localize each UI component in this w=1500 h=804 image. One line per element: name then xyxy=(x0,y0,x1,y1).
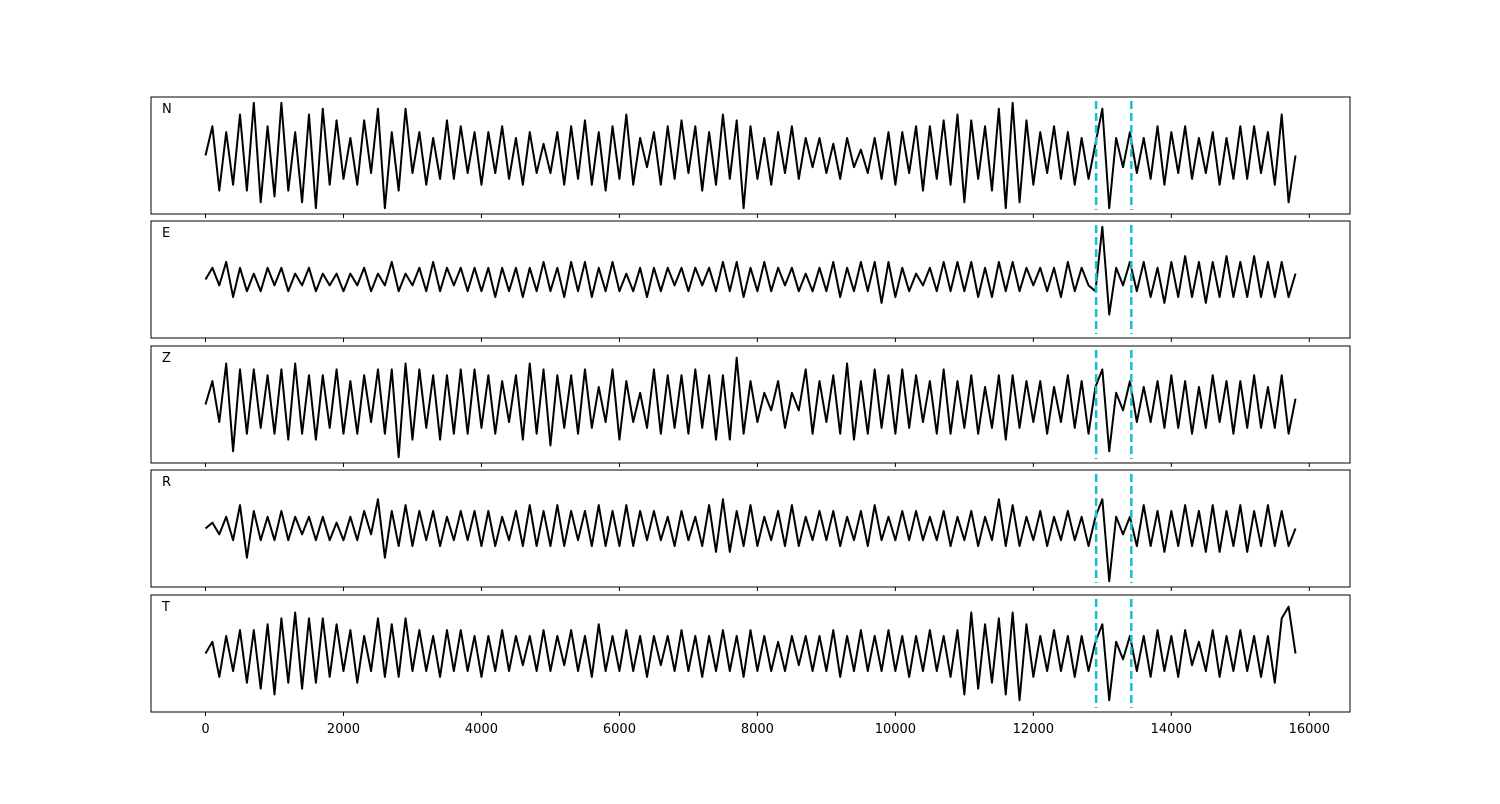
panel-frame xyxy=(150,594,1351,713)
panel-frame xyxy=(150,345,1351,464)
x-tick-label: 0 xyxy=(201,722,209,737)
x-tick-label: 16000 xyxy=(1289,722,1330,737)
x-tick-label: 2000 xyxy=(327,722,360,737)
panel-frame xyxy=(150,469,1351,588)
trace xyxy=(204,605,1297,702)
trace xyxy=(204,498,1297,583)
x-tick-label: 6000 xyxy=(603,722,636,737)
x-tick-label: 12000 xyxy=(1013,722,1054,737)
panel-label: N xyxy=(162,102,172,117)
panel-label: R xyxy=(162,475,171,490)
x-tick-label: 4000 xyxy=(465,722,498,737)
x-tick-label: 14000 xyxy=(1151,722,1192,737)
panel-frame xyxy=(150,220,1351,339)
trace xyxy=(204,225,1297,316)
x-tick-label: 8000 xyxy=(741,722,774,737)
panel-label: Z xyxy=(162,351,171,366)
panel-frame xyxy=(150,96,1351,215)
panel-label: T xyxy=(161,600,170,615)
x-tick-label: 10000 xyxy=(875,722,916,737)
panel-label: E xyxy=(162,226,170,241)
trace xyxy=(204,356,1297,459)
trace xyxy=(204,101,1297,210)
